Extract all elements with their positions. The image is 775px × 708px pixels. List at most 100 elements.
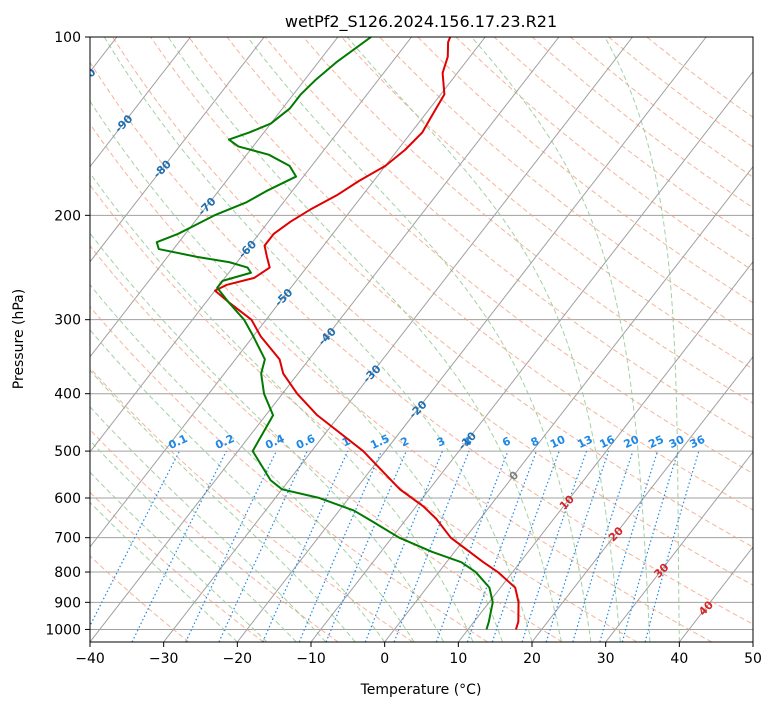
- isotherm-line: [384, 165, 753, 642]
- x-axis-title: Temperature (°C): [360, 682, 482, 698]
- x-tick-label: 40: [670, 651, 688, 667]
- mixing-ratio-line: [262, 450, 349, 642]
- dry-adiabat-line: [570, 37, 753, 178]
- y-tick-label: 700: [54, 531, 81, 547]
- mixing-ratio-line: [521, 450, 588, 642]
- moist-adiabat-line: [90, 406, 327, 642]
- mixing-ratio-line: [435, 450, 509, 642]
- moist-adiabat-line: [90, 471, 268, 642]
- y-tick-label: 1000: [45, 622, 81, 638]
- dry-adiabat-line: [90, 491, 264, 642]
- dry-adiabat-line: [90, 61, 753, 625]
- mixing-ratio-label: 1.5: [368, 432, 391, 452]
- x-tick-label: 0: [380, 651, 389, 667]
- y-tick-label: 200: [54, 208, 81, 224]
- dry-adiabat-line: [531, 37, 753, 209]
- moist-adiabat-line: [90, 369, 356, 642]
- mixing-ratio-line: [572, 450, 634, 642]
- mixing-ratio-line: [621, 450, 679, 642]
- mixing-ratio-label: 0.4: [263, 432, 286, 452]
- mixing-ratio-line: [491, 450, 560, 642]
- moist-adiabat-line: [604, 37, 680, 642]
- moist-adiabat-line: [90, 501, 238, 642]
- mixing-ratio-line: [131, 450, 227, 642]
- dewpoint-line: [155, 37, 494, 630]
- mixing-ratio-line: [644, 450, 700, 642]
- isotherm-line: [678, 546, 753, 642]
- dry-adiabat-line: [493, 37, 753, 240]
- dry-adiabat-line: [90, 184, 638, 642]
- x-tick-label: −40: [75, 651, 105, 667]
- x-tick-label: 10: [449, 651, 467, 667]
- moist-adiabat-line: [90, 329, 386, 642]
- dry-adiabat-line: [417, 37, 753, 304]
- temperature-line: [213, 37, 520, 630]
- isotherm-line: [90, 37, 486, 548]
- moist-adiabat-line: [471, 37, 651, 642]
- dry-adiabat-line: [302, 37, 753, 404]
- chart-title: wetPf2_S126.2024.156.17.23.R21: [285, 12, 557, 32]
- mixing-ratio-line: [325, 450, 407, 642]
- isotherm-line: [90, 37, 191, 168]
- isotherm-line: [605, 451, 753, 642]
- dry-adiabat-line: [455, 37, 753, 272]
- moist-adiabat-line: [103, 37, 533, 642]
- dry-adiabat-line: [379, 37, 753, 337]
- isotherm-line: [163, 37, 633, 642]
- isotherm-label: -50: [272, 286, 295, 309]
- y-tick-label: 600: [54, 491, 81, 507]
- dry-adiabat-line: [90, 555, 190, 642]
- isotherm-label: 30: [651, 560, 671, 580]
- moist-adiabat-line: [346, 37, 621, 642]
- y-tick-label: 900: [54, 595, 81, 611]
- y-axis: 1000 900 800 700 600 500 400 300 200 100: [45, 30, 90, 638]
- isotherm-label: 40: [696, 598, 716, 618]
- dry-adiabat-line: [341, 37, 753, 370]
- isotherm-label: -80: [151, 157, 174, 180]
- dry-adiabat-line: [188, 37, 753, 511]
- dry-adiabat-line: [90, 305, 488, 642]
- mixing-ratio-label: 6: [500, 434, 513, 449]
- dry-adiabats: [90, 37, 753, 642]
- mixing-ratio-label: 0.6: [294, 432, 317, 452]
- x-axis: −40 −30 −20 −10 0 10 20 30 40 50: [75, 642, 762, 667]
- mixing-ratio-line: [218, 450, 308, 642]
- plot-area: 0.1 0.2 0.4 0.6 1 1.5 2 3 4 6 8 10 13 16 20 25 30 36-100-…: [90, 37, 753, 642]
- x-tick-label: 50: [744, 651, 762, 667]
- mixing-ratio-line: [364, 450, 444, 642]
- isotherm-label: -60: [236, 238, 259, 261]
- isotherm-line: [236, 37, 707, 642]
- isotherm-line: [310, 70, 753, 642]
- mixing-ratio-label: 3: [435, 434, 447, 449]
- isotherm-line: [457, 260, 753, 642]
- mixing-ratio-label: 30: [667, 433, 687, 451]
- mixing-ratio-label: 2: [399, 434, 411, 449]
- mixing-ratio-label: 13: [575, 433, 594, 451]
- mixing-ratio-label: 0.2: [213, 432, 236, 452]
- isotherm-label: -10: [456, 429, 479, 452]
- dry-adiabat-line: [90, 245, 563, 642]
- dry-adiabat-line: [90, 367, 414, 642]
- isotherm-line: [90, 37, 412, 453]
- isotherm-line: [90, 37, 560, 642]
- mixing-ratio-line: [599, 450, 659, 642]
- isotherm-label: -30: [360, 362, 383, 385]
- moist-adiabat-line: [167, 37, 562, 642]
- y-tick-label: 100: [54, 30, 81, 46]
- sounding-series: [155, 37, 520, 630]
- isotherm-label: 10: [557, 492, 577, 512]
- dry-adiabat-line: [112, 37, 753, 586]
- mixing-ratio-label: 36: [688, 433, 708, 451]
- x-tick-label: 30: [597, 651, 615, 667]
- mixing-ratio-line: [298, 450, 383, 642]
- y-tick-label: 300: [54, 313, 81, 329]
- dry-adiabat-line: [226, 37, 753, 475]
- mixing-ratio-label: 10: [548, 433, 568, 451]
- moist-adiabats: [90, 37, 680, 642]
- isotherms: [90, 37, 753, 642]
- isotherm-line: [90, 37, 265, 263]
- y-tick-label: 800: [54, 565, 81, 581]
- dry-adiabat-line: [646, 37, 753, 118]
- mixing-ratio-label: 25: [646, 433, 665, 451]
